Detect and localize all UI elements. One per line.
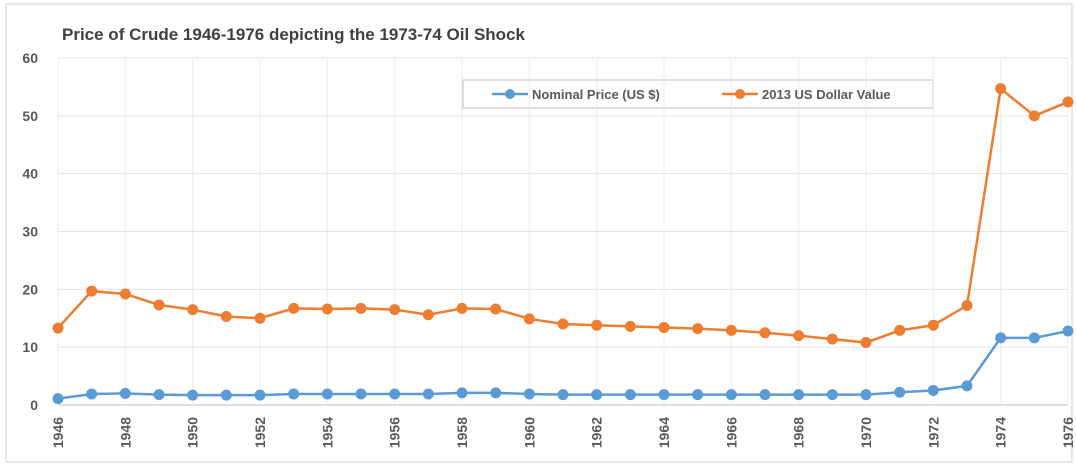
x-tick-label: 1970: [858, 417, 874, 448]
point: [321, 303, 333, 315]
x-tick-label: 1946: [50, 417, 66, 448]
point: [187, 389, 199, 401]
point: [860, 337, 872, 349]
point: [624, 320, 636, 332]
point: [927, 385, 939, 397]
x-tick-label: 1974: [993, 417, 1009, 448]
point: [422, 388, 434, 400]
point: [1028, 332, 1040, 344]
point: [254, 389, 266, 401]
point: [119, 387, 131, 399]
legend-marker: [505, 89, 515, 99]
x-tick-label: 1958: [454, 417, 470, 448]
point: [187, 304, 199, 316]
point: [759, 327, 771, 339]
x-tick-label: 1960: [521, 417, 537, 448]
point: [557, 318, 569, 330]
point: [826, 389, 838, 401]
point: [220, 311, 232, 323]
point: [961, 300, 973, 312]
x-tick-label: 1976: [1060, 417, 1076, 448]
x-tick-label: 1956: [387, 417, 403, 448]
point: [759, 389, 771, 401]
point: [490, 387, 502, 399]
point: [389, 388, 401, 400]
x-tick-label: 1948: [117, 417, 133, 448]
x-tick-label: 1950: [185, 417, 201, 448]
point: [927, 319, 939, 331]
point: [86, 285, 98, 297]
point: [961, 380, 973, 392]
point: [355, 388, 367, 400]
legend-label: Nominal Price (US $): [532, 87, 660, 102]
x-tick-label: 1968: [791, 417, 807, 448]
point: [692, 389, 704, 401]
y-tick-label: 30: [22, 224, 38, 240]
point: [591, 319, 603, 331]
legend-marker: [735, 89, 745, 99]
y-tick-label: 60: [22, 50, 38, 66]
point: [52, 393, 64, 405]
point: [658, 389, 670, 401]
point: [995, 83, 1007, 95]
point: [456, 387, 468, 399]
point: [725, 324, 737, 336]
point: [692, 323, 704, 335]
point: [86, 388, 98, 400]
point: [355, 302, 367, 314]
legend-item: 2013 US Dollar Value: [722, 87, 891, 102]
legend-box: [462, 79, 934, 109]
y-tick-label: 10: [22, 339, 38, 355]
point: [1062, 325, 1074, 337]
x-tick-label: 1964: [656, 417, 672, 448]
x-tick-label: 1954: [319, 417, 335, 448]
point: [725, 389, 737, 401]
point: [894, 324, 906, 336]
point: [288, 302, 300, 314]
legend-item: Nominal Price (US $): [492, 87, 660, 102]
x-tick-label: 1962: [589, 417, 605, 448]
y-tick-label: 0: [30, 397, 38, 413]
point: [793, 330, 805, 342]
point: [826, 333, 838, 345]
point: [490, 303, 502, 315]
point: [591, 389, 603, 401]
chart-title: Price of Crude 1946-1976 depicting the 1…: [62, 25, 526, 44]
point: [254, 312, 266, 324]
point: [658, 322, 670, 334]
x-tick-label: 1952: [252, 417, 268, 448]
point: [860, 389, 872, 401]
point: [422, 309, 434, 321]
y-tick-label: 20: [22, 281, 38, 297]
point: [119, 288, 131, 300]
point: [288, 388, 300, 400]
point: [456, 302, 468, 314]
point: [52, 322, 64, 334]
point: [894, 386, 906, 398]
y-tick-label: 50: [22, 108, 38, 124]
x-tick-label: 1972: [925, 417, 941, 448]
point: [793, 389, 805, 401]
legend-label: 2013 US Dollar Value: [762, 87, 891, 102]
point: [220, 389, 232, 401]
point: [321, 388, 333, 400]
point: [389, 304, 401, 316]
point: [624, 389, 636, 401]
y-tick-label: 40: [22, 166, 38, 182]
point: [1028, 110, 1040, 122]
point: [995, 332, 1007, 344]
x-tick-label: 1966: [723, 417, 739, 448]
point: [1062, 96, 1074, 108]
point: [153, 389, 165, 401]
point: [153, 299, 165, 311]
point: [523, 388, 535, 400]
point: [523, 313, 535, 325]
point: [557, 389, 569, 401]
